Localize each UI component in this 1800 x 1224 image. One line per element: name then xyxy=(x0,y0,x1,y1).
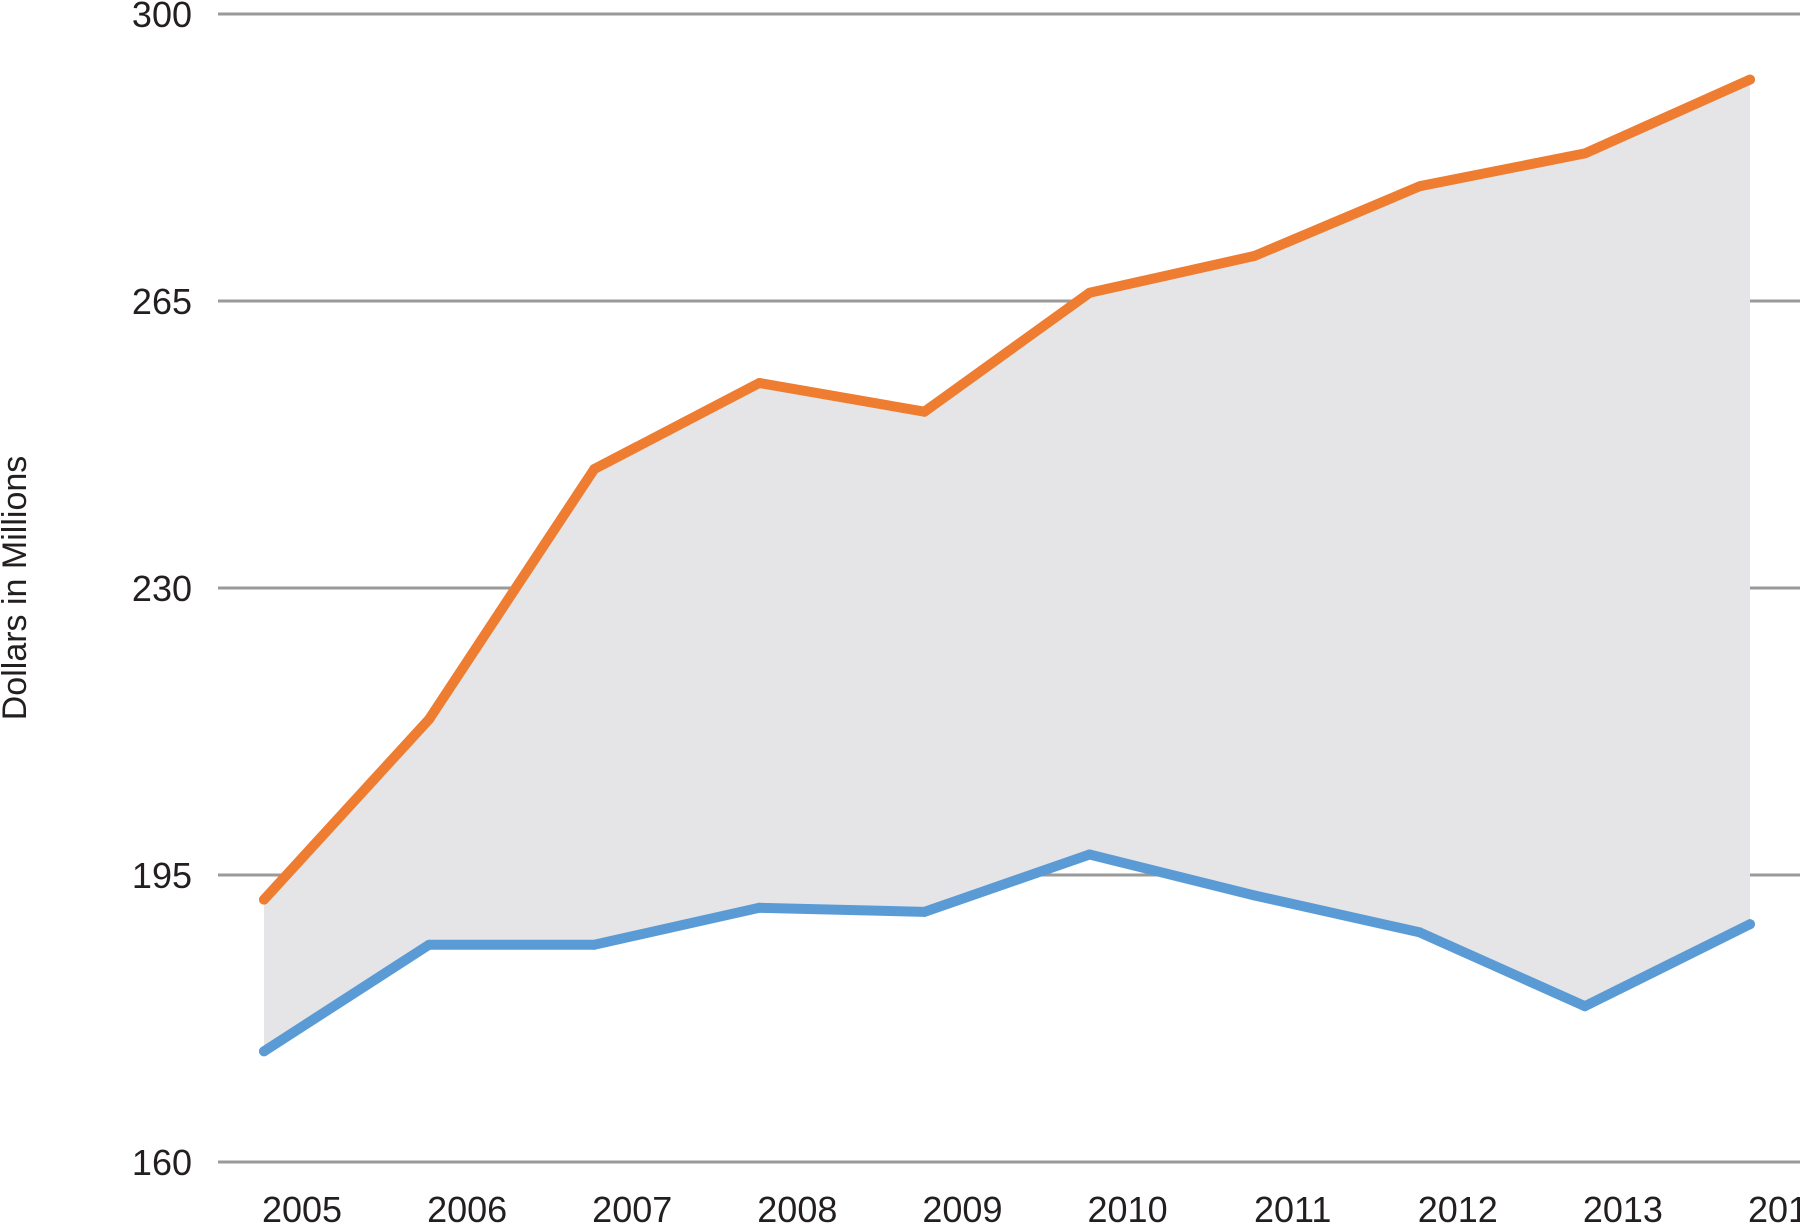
x-tick-label-2007: 2007 xyxy=(592,1189,672,1224)
x-tick-label-2010: 2010 xyxy=(1088,1189,1168,1224)
series-2-point-2013 xyxy=(1579,1001,1590,1012)
series-1-point-2009 xyxy=(919,406,930,417)
y-tick-label-230: 230 xyxy=(132,568,192,609)
series-1-point-2014 xyxy=(1745,74,1755,85)
area-between-series xyxy=(264,79,1750,1052)
x-tick-label-2013: 2013 xyxy=(1583,1189,1663,1224)
series-2-point-2010 xyxy=(1084,849,1095,860)
series-2-point-2014 xyxy=(1745,919,1755,930)
y-tick-label-265: 265 xyxy=(132,281,192,322)
series-2-point-2005 xyxy=(259,1046,269,1057)
series-1-point-2007 xyxy=(589,464,600,475)
series-2-point-2011 xyxy=(1249,890,1260,901)
x-axis-ticks: 2005 2006 2007 2008 2009 2010 2011 2012 2013 2014 xyxy=(262,1189,1800,1224)
series-2-point-2007 xyxy=(589,939,600,950)
x-tick-label-2005: 2005 xyxy=(262,1189,342,1224)
x-tick-label-2008: 2008 xyxy=(757,1189,837,1224)
series-line-1 xyxy=(259,74,1755,905)
series-1-point-2013 xyxy=(1579,148,1590,159)
y-tick-label-300: 300 xyxy=(132,0,192,35)
x-tick-label-2009: 2009 xyxy=(922,1189,1002,1224)
x-tick-label-2012: 2012 xyxy=(1418,1189,1498,1224)
series-2-point-2008 xyxy=(754,902,765,913)
series-lines xyxy=(259,74,1755,1057)
series-1-point-2010 xyxy=(1084,287,1095,298)
x-tick-label-2014: 2014 xyxy=(1748,1189,1800,1224)
x-tick-label-2011: 2011 xyxy=(1254,1189,1331,1224)
series-1-point-2011 xyxy=(1249,250,1260,261)
series-1-point-2008 xyxy=(754,378,765,388)
series-2-point-2009 xyxy=(919,906,930,917)
x-tick-label-2006: 2006 xyxy=(427,1189,507,1224)
y-tick-label-160: 160 xyxy=(132,1142,192,1183)
fill-area xyxy=(264,79,1750,1052)
series-2-point-2006 xyxy=(424,939,435,950)
series-1-point-2006 xyxy=(424,714,435,725)
series-line-2 xyxy=(259,849,1755,1057)
series-1-point-2012 xyxy=(1414,181,1425,192)
y-axis-title: Dollars in Millions xyxy=(0,456,34,721)
y-tick-label-195: 195 xyxy=(132,855,192,896)
series-1-point-2005 xyxy=(259,894,269,905)
series-2-point-2012 xyxy=(1414,927,1425,938)
y-axis-ticks: 160 195 230 265 300 xyxy=(132,0,192,1183)
